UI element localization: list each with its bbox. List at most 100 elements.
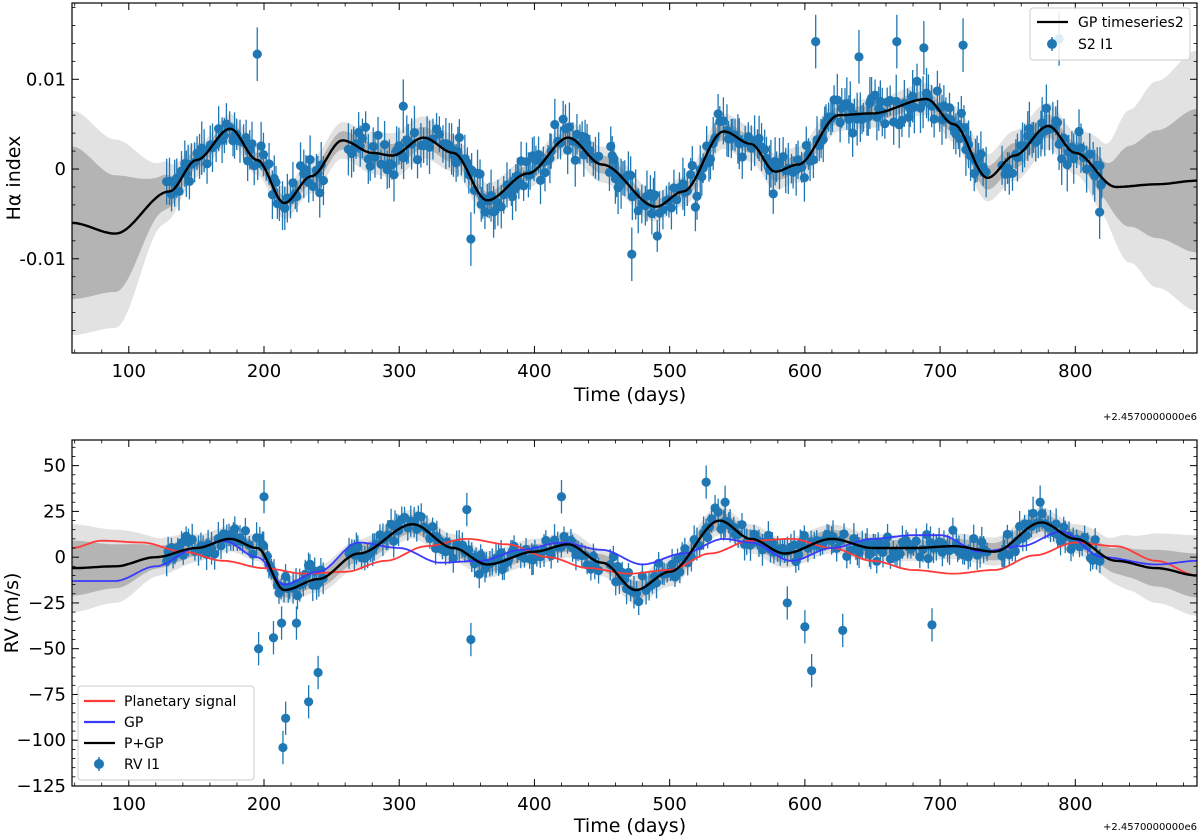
halpha-data-point — [256, 141, 266, 151]
halpha-data-point — [799, 173, 809, 183]
rv-data-point — [176, 538, 187, 548]
halpha-data-point — [718, 116, 728, 126]
rv-data-point — [281, 713, 291, 723]
rv-data-point — [1002, 529, 1012, 539]
halpha-data-point — [308, 181, 318, 192]
rv-data-point — [944, 545, 955, 556]
halpha-x-tick-label: 600 — [788, 361, 822, 382]
halpha-data-point — [955, 134, 965, 144]
halpha-data-point — [880, 119, 890, 129]
rv-data-point — [799, 530, 809, 541]
halpha-data-point — [1085, 149, 1095, 159]
halpha-legend-gp-label: GP timeseries2 — [1078, 15, 1184, 31]
rv-x-tick-label: 500 — [652, 794, 686, 815]
rv-data-point — [923, 553, 933, 564]
halpha-legend-data-label: S2 I1 — [1078, 37, 1113, 53]
rv-data-point — [854, 548, 864, 558]
halpha-data-point — [944, 103, 955, 113]
halpha-data-point — [686, 169, 696, 180]
rv-data-point — [187, 534, 197, 545]
rv-data-point — [918, 544, 928, 555]
halpha-data-point — [409, 128, 420, 138]
rv-plot-area — [72, 465, 1197, 765]
rv-data-point — [667, 559, 677, 569]
halpha-data-point — [454, 132, 464, 143]
halpha-data-point — [318, 175, 329, 186]
rv-y-tick-label: 50 — [43, 456, 66, 477]
halpha-data-point — [1095, 207, 1105, 217]
rv-x-offset-label: +2.4570000000e6 — [1103, 822, 1197, 833]
halpha-x-offset-label: +2.4570000000e6 — [1103, 412, 1197, 423]
rv-legend-gp-label: GP — [124, 715, 143, 731]
halpha-data-point — [692, 191, 702, 201]
halpha-data-point — [848, 128, 858, 138]
rv-ticks: 100 200 300 400 500 600 700 800 50 25 0 −25 −50 −75 −1… — [17, 440, 1197, 815]
rv-data-point — [464, 545, 474, 555]
halpha-data-point — [305, 155, 315, 165]
halpha-data-point — [929, 114, 939, 124]
halpha-data-point — [1074, 126, 1084, 137]
halpha-x-tick-label: 200 — [247, 361, 281, 382]
rv-data-point — [230, 524, 240, 534]
halpha-x-tick-label: 700 — [923, 361, 957, 382]
halpha-data-point — [398, 101, 408, 111]
halpha-data-point — [280, 203, 290, 213]
halpha-data-point — [892, 36, 902, 47]
halpha-data-point — [652, 231, 662, 241]
rv-data-point — [927, 620, 937, 630]
rv-y-tick-label: −25 — [28, 593, 66, 614]
halpha-data-point — [252, 49, 262, 59]
rv-data-point — [276, 618, 287, 628]
rv-data-point — [866, 548, 876, 558]
halpha-data-point — [533, 149, 544, 160]
rv-data-point — [389, 536, 399, 546]
halpha-gp-model-line — [72, 97, 1197, 235]
halpha-data-point — [412, 155, 423, 165]
halpha-data-point — [666, 203, 677, 213]
rv-gp-line — [72, 530, 1197, 586]
halpha-data-point — [835, 117, 845, 128]
halpha-data-point — [558, 114, 568, 124]
halpha-data-point — [1076, 143, 1086, 153]
rv-data-point — [253, 644, 264, 654]
halpha-data-point — [475, 169, 485, 179]
halpha-data-point — [919, 43, 929, 53]
rv-data-point — [353, 542, 363, 552]
rv-y-tick-label: −100 — [17, 730, 66, 751]
halpha-plot-area — [72, 12, 1197, 336]
rv-data-point — [895, 549, 905, 559]
rv-data-point — [313, 667, 323, 678]
rv-data-point — [416, 512, 426, 522]
rv-data-point — [1095, 556, 1105, 566]
halpha-data-point — [1052, 117, 1063, 128]
halpha-y-tick-label: 0.01 — [26, 69, 66, 90]
halpha-data-point — [184, 176, 195, 187]
rv-x-tick-label: 400 — [517, 794, 551, 815]
rv-legend-planetary-label: Planetary signal — [124, 694, 236, 710]
rv-data-point — [1059, 522, 1069, 532]
halpha-panel: 100 200 300 400 500 600 700 800 0.01 0 -0.01 Time … — [3, 2, 1198, 423]
halpha-data-point — [387, 160, 397, 170]
halpha-data-point — [594, 151, 604, 161]
halpha-data-point — [1096, 180, 1106, 190]
rv-y-tick-label: −75 — [28, 684, 66, 705]
rv-data-point — [259, 492, 269, 502]
halpha-data-point — [904, 112, 914, 122]
rv-axes-frame — [71, 439, 1198, 787]
rv-x-tick-label: 100 — [112, 794, 146, 815]
rv-data-point — [634, 596, 644, 607]
rv-data-point — [462, 504, 472, 515]
rv-data-point — [969, 533, 979, 544]
rv-data-point — [476, 550, 486, 560]
halpha-data-point — [376, 159, 386, 169]
halpha-data-point — [1007, 168, 1018, 178]
halpha-data-point — [793, 155, 803, 165]
rv-p-gp-line — [72, 519, 1197, 592]
halpha-x-tick-label: 300 — [382, 361, 416, 382]
rv-data-point — [911, 536, 921, 546]
rv-data-point — [737, 520, 747, 530]
rv-data-point — [948, 525, 958, 535]
rv-data-point — [838, 625, 848, 635]
halpha-data-point — [398, 153, 409, 163]
rv-x-tick-label: 600 — [788, 794, 822, 815]
